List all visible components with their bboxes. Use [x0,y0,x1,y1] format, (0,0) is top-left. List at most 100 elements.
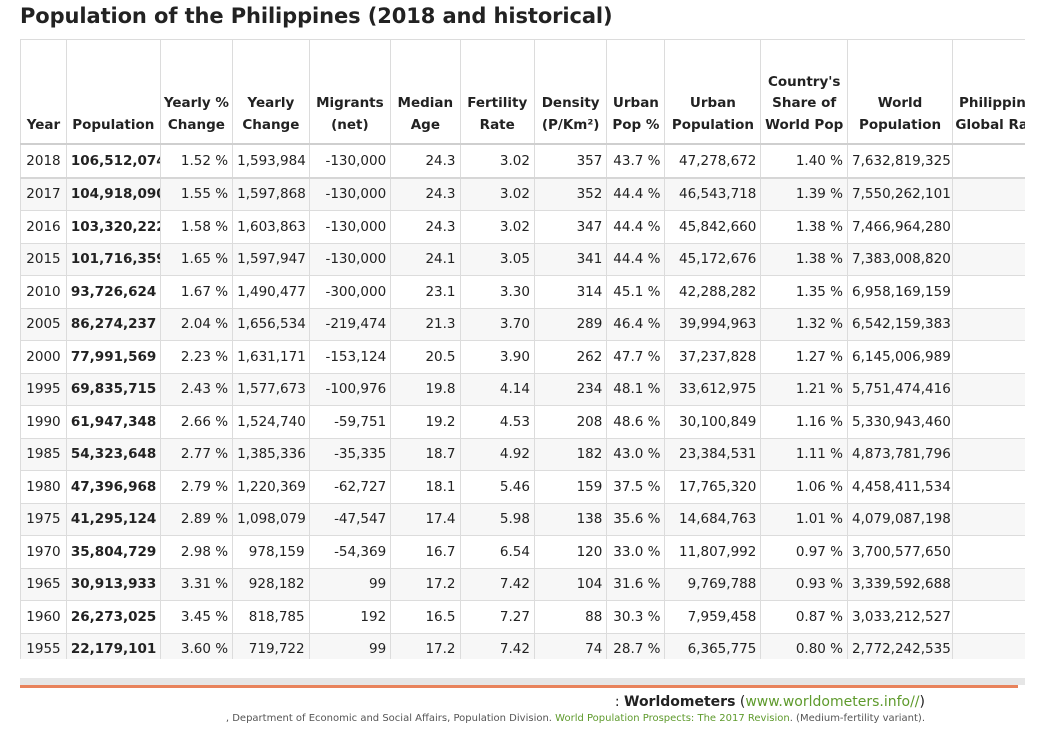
cell-year: 2015 [20,242,67,276]
cell-global-rank: 13 [952,143,1025,179]
cell-fertility-rate: 7.42 [459,567,535,601]
cell-median-age: 18.1 [390,470,461,504]
column-header-population[interactable]: Population [65,39,161,145]
cell-global-rank: 14 [952,372,1025,406]
cell-density: 314 [533,275,608,309]
cell-median-age: 23.1 [390,275,461,309]
cell-population: 61,947,348 [65,405,161,439]
cell-migrants-net: -62,727 [308,470,392,504]
table-header-row: Year Population Yearly % Change Yearly Chan… [20,39,1025,145]
cell-yearly-percent-change: 2.23 % [159,340,234,374]
cell-world-share: 1.27 % [760,340,849,374]
cell-population: 41,295,124 [65,502,161,536]
cell-urban-pop-percent: 43.7 % [606,143,666,179]
cell-yearly-percent-change: 2.04 % [159,307,234,341]
population-table-container[interactable]: Year Population Yearly % Change Yearly Chan… [20,39,1025,659]
cell-urban-population: 7,959,458 [664,600,762,634]
cell-median-age: 16.5 [390,600,461,634]
cell-global-rank: 12 [952,307,1025,341]
column-header-urban-population[interactable]: Urban Population [664,39,762,145]
table-row: 1970 35,804,729 2.98 % 978,159 -54,369 16.7 6.… [20,535,1025,569]
cell-migrants-net: -130,000 [308,177,392,211]
column-header-median-age[interactable]: Median Age [390,39,461,145]
column-header-fertility-rate[interactable]: Fertility Rate [459,39,535,145]
cell-migrants-net: -130,000 [308,143,392,179]
table-row: 2017 104,918,090 1.55 % 1,597,868 -130,000 24… [20,177,1025,211]
cell-urban-population: 42,288,282 [664,275,762,309]
cell-migrants-net: -35,335 [308,437,392,471]
cell-year: 1985 [20,437,67,471]
cell-migrants-net: -47,547 [308,502,392,536]
cell-urban-pop-percent: 46.4 % [606,307,666,341]
table-row: 1985 54,323,648 2.77 % 1,385,336 -35,335 18.7… [20,437,1025,471]
cell-median-age: 24.3 [390,143,461,179]
cell-median-age: 24.3 [390,210,461,244]
column-header-density[interactable]: Density (P/Km²) [533,39,608,145]
cell-density: 352 [533,177,608,211]
cell-yearly-change: 1,577,673 [232,372,310,406]
cell-density: 234 [533,372,608,406]
credit-link[interactable]: World Population Prospects: The 2017 Rev… [555,713,790,724]
column-header-global-rank[interactable]: Philippines Global Rank [952,39,1025,145]
credit-prefix: , Department of Economic and Social Affa… [225,713,556,724]
cell-global-rank: 18 [952,470,1025,504]
cell-urban-population: 11,807,992 [664,535,762,569]
cell-density: 104 [533,567,608,601]
cell-fertility-rate: 5.98 [459,502,535,536]
table-row: 2016 103,320,222 1.58 % 1,603,863 -130,000 24… [20,210,1025,244]
cell-urban-pop-percent: 43.0 % [606,437,666,471]
column-header-urban-pop-percent[interactable]: Urban Pop % [606,39,666,145]
cell-world-population: 7,383,008,820 [847,242,954,276]
credit-suffix: . (Medium-fertility variant). [789,713,925,724]
cell-migrants-net: -100,976 [308,372,392,406]
cell-yearly-change: 818,785 [232,600,310,634]
cell-fertility-rate: 6.54 [459,535,535,569]
cell-world-population: 6,542,159,383 [847,307,954,341]
source-prefix: : [614,694,624,710]
cell-global-rank: 14 [952,340,1025,374]
cell-density: 289 [533,307,608,341]
column-header-migrants-net[interactable]: Migrants (net) [308,39,392,145]
cell-global-rank: 17 [952,437,1025,471]
cell-world-share: 1.32 % [760,307,849,341]
cell-urban-population: 39,994,963 [664,307,762,341]
cell-world-population: 5,330,943,460 [847,405,954,439]
column-header-world-share[interactable]: Country's Share of World Pop [760,39,849,145]
cell-yearly-change: 1,524,740 [232,405,310,439]
cell-yearly-percent-change: 3.31 % [159,567,234,601]
footer-divider [20,678,1025,685]
cell-year: 2018 [20,143,67,179]
cell-fertility-rate: 3.02 [459,177,535,211]
cell-global-rank: 19 [952,535,1025,569]
cell-urban-population: 9,769,788 [664,567,762,601]
cell-world-share: 1.06 % [760,470,849,504]
column-header-world-population[interactable]: World Population [847,39,954,145]
cell-yearly-change: 1,385,336 [232,437,310,471]
cell-global-rank: 12 [952,210,1025,244]
cell-yearly-percent-change: 1.55 % [159,177,234,211]
cell-fertility-rate: 3.05 [459,242,535,276]
cell-fertility-rate: 3.02 [459,143,535,179]
cell-population: 54,323,648 [65,437,161,471]
column-header-yearly-percent-change[interactable]: Yearly % Change [159,39,234,145]
cell-population: 22,179,101 [65,632,161,659]
cell-population: 69,835,715 [65,372,161,406]
cell-world-share: 0.97 % [760,535,849,569]
cell-urban-population: 30,100,849 [664,405,762,439]
cell-fertility-rate: 4.14 [459,372,535,406]
cell-urban-population: 45,172,676 [664,242,762,276]
table-row: 1980 47,396,968 2.79 % 1,220,369 -62,727 18.1… [20,470,1025,504]
cell-world-share: 1.21 % [760,372,849,406]
cell-yearly-change: 719,722 [232,632,310,659]
cell-world-population: 6,145,006,989 [847,340,954,374]
cell-urban-pop-percent: 48.6 % [606,405,666,439]
column-header-yearly-change[interactable]: Yearly Change [232,39,310,145]
cell-global-rank: 13 [952,177,1025,211]
column-header-year[interactable]: Year [20,39,67,145]
source-link[interactable]: www.worldometers.info// [745,694,920,710]
cell-population: 101,716,359 [65,242,161,276]
cell-year: 1995 [20,372,67,406]
cell-median-age: 17.4 [390,502,461,536]
cell-urban-pop-percent: 35.6 % [606,502,666,536]
cell-fertility-rate: 7.42 [459,632,535,659]
